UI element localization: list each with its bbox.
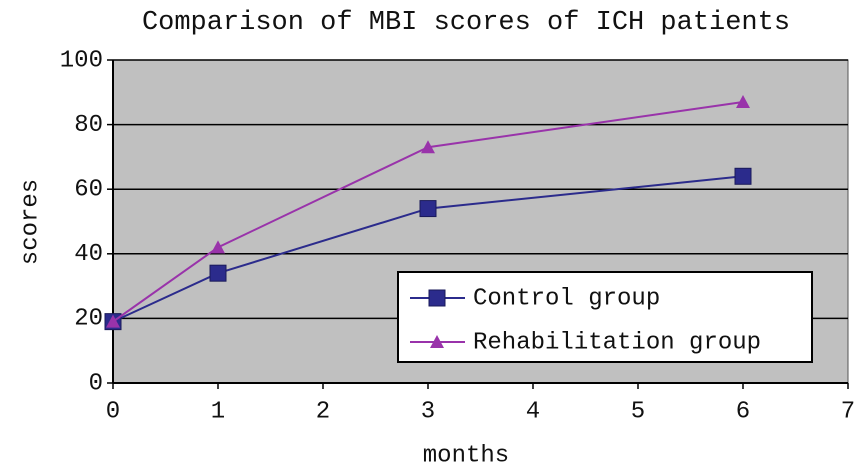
marker bbox=[736, 94, 750, 108]
y-tick-label: 0 bbox=[89, 370, 103, 397]
y-tick-label: 80 bbox=[74, 112, 103, 139]
legend-label: Control group bbox=[473, 285, 660, 312]
y-tick-label: 60 bbox=[74, 177, 103, 204]
marker bbox=[209, 264, 227, 282]
marker bbox=[428, 289, 446, 307]
x-tick-label: 4 bbox=[526, 398, 540, 425]
y-tick-label: 20 bbox=[74, 306, 103, 333]
legend-box bbox=[397, 271, 813, 363]
x-axis-label: months bbox=[423, 442, 509, 469]
marker bbox=[419, 200, 437, 218]
marker bbox=[421, 140, 435, 154]
legend-label: Rehabilitation group bbox=[473, 329, 761, 356]
marker bbox=[106, 314, 120, 328]
y-tick-label: 40 bbox=[74, 241, 103, 268]
x-tick-label: 7 bbox=[841, 398, 855, 425]
x-tick-label: 2 bbox=[316, 398, 330, 425]
x-tick-label: 1 bbox=[211, 398, 225, 425]
y-axis-label: scores bbox=[17, 179, 44, 265]
y-tick-label: 100 bbox=[60, 47, 103, 74]
x-tick-label: 6 bbox=[736, 398, 750, 425]
chart-title: Comparison of MBI scores of ICH patients bbox=[142, 8, 790, 38]
marker bbox=[211, 240, 225, 254]
x-tick-label: 3 bbox=[421, 398, 435, 425]
series-line bbox=[112, 101, 744, 323]
x-tick-label: 5 bbox=[631, 398, 645, 425]
series-line bbox=[112, 175, 744, 323]
marker bbox=[734, 167, 752, 185]
marker bbox=[430, 335, 444, 348]
x-tick-label: 0 bbox=[106, 398, 120, 425]
